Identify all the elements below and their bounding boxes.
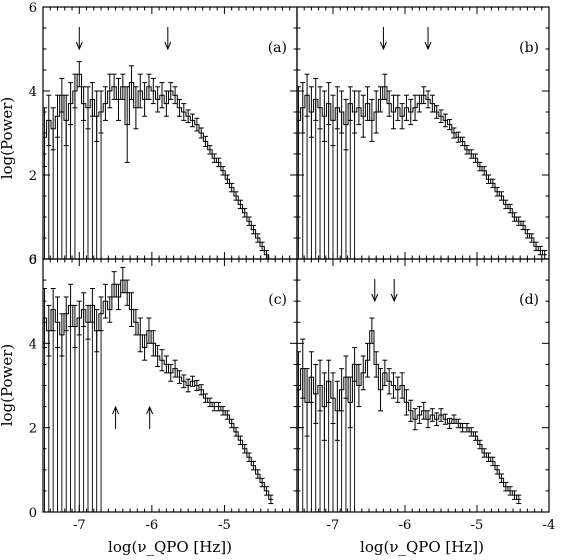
y-tick-label: 4 (29, 337, 37, 352)
series-step-line (297, 330, 521, 500)
x-tick-label: -7 (73, 518, 86, 533)
panel-label: (c) (268, 292, 287, 308)
x-tick-label: -5 (218, 518, 231, 533)
x-axis-label-left: log(ν_QPO [Hz]) (108, 538, 232, 556)
y-tick-label: 0 (29, 506, 37, 521)
data-layer (297, 317, 522, 512)
x-tick-label: -4 (543, 518, 556, 533)
series-step-line (43, 279, 274, 500)
arrow-head (112, 405, 120, 415)
arrow-head (424, 41, 432, 51)
panel-frame (296, 6, 550, 260)
data-layer (297, 73, 548, 259)
y-tick-label: 2 (29, 169, 37, 184)
panel-2: 0 2 4 6 -7 -6 -5 (c) (29, 253, 298, 533)
panel-frame (296, 258, 550, 513)
x-tick-label: -5 (471, 518, 484, 533)
y-tick-label: 2 (29, 422, 37, 437)
y-axis-label-bottom: log(Power) (0, 344, 16, 427)
y-tick-label: 6 (29, 1, 37, 16)
arrow-head (164, 41, 172, 51)
panel-0: 0 2 4 6 (a) (29, 1, 298, 268)
panel-label: (b) (519, 40, 539, 56)
y-tick-label: 4 (29, 85, 37, 100)
y-tick-label: 6 (29, 253, 37, 268)
panels-group: 0 2 4 6 (a) (b) 0 2 4 6 -7 -6 -5 (c) -7 -6 -5 -4 (d) (29, 1, 556, 533)
arrow-head (390, 293, 398, 303)
x-axis-label-right: log(ν_QPO [Hz]) (360, 538, 484, 556)
y-axis-label-top: log(Power) (0, 97, 16, 180)
panel-label: (d) (519, 292, 539, 308)
panel-label: (a) (268, 40, 287, 56)
x-tick-label: -6 (399, 518, 412, 533)
arrow-head (371, 293, 379, 303)
x-tick-label: -7 (327, 518, 340, 533)
y-tick-label: 0 (29, 253, 37, 268)
data-layer (43, 61, 274, 259)
panel-3: -7 -6 -5 -4 (d) (296, 258, 556, 533)
data-layer (43, 266, 274, 512)
panel-1: (b) (296, 6, 550, 260)
arrow-head (75, 41, 83, 51)
series-step-line (297, 86, 547, 256)
arrow-head (146, 405, 154, 415)
x-tick-label: -6 (146, 518, 159, 533)
arrow-head (379, 41, 387, 51)
